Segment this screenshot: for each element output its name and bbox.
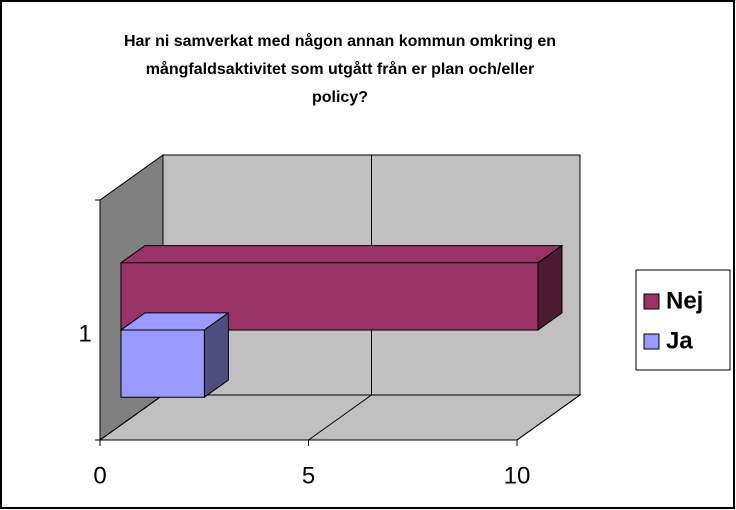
bar xyxy=(120,329,205,398)
x-tick-label: 5 xyxy=(302,462,315,489)
x-tick-label: 0 xyxy=(93,462,106,489)
legend-swatch xyxy=(643,333,660,350)
y-tick-label: 1 xyxy=(78,320,91,347)
legend-swatch xyxy=(643,293,660,310)
grid-line xyxy=(516,394,581,441)
legend-box xyxy=(635,269,731,371)
grid-line xyxy=(99,394,164,441)
bar-top xyxy=(119,245,564,264)
legend-label: Nej xyxy=(666,287,703,314)
x-tick-label: 10 xyxy=(504,462,531,489)
chart-title: Har ni samverkat med någon annan kommun … xyxy=(123,33,557,106)
grid-line xyxy=(308,394,372,441)
legend-label: Ja xyxy=(666,327,693,354)
